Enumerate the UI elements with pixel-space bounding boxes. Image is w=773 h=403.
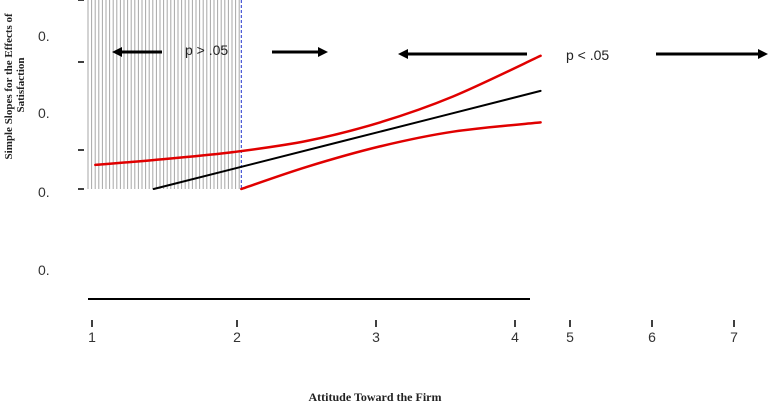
x-tick-label: 4 [511, 329, 519, 345]
y-axis-label-line-1: Simple Slopes for the Effects of [3, 13, 15, 159]
annotation-significant: p < .05 [566, 47, 609, 63]
x-tick-label: 5 [566, 329, 574, 345]
nonsig-arrows [112, 47, 328, 57]
arrowhead-left-nonsig [112, 47, 122, 57]
series-group [94, 54, 542, 191]
sig-arrows [398, 49, 768, 59]
series-line-upper-band [94, 54, 542, 167]
series-line-slope [152, 89, 542, 190]
y-tick-label: 0. [38, 28, 50, 44]
x-tick-label: 6 [648, 329, 656, 345]
series-line-lower-band [240, 121, 542, 191]
annotation-nonsignificant: p > .05 [185, 42, 228, 58]
y-tick-marks: 0. 0. 0. 0. [38, 0, 84, 278]
arrowhead-right-sig [758, 49, 768, 59]
arrowhead-right-nonsig [318, 47, 328, 57]
y-axis-label-line-2: Satisfaction [15, 58, 27, 113]
y-tick-label: 0. [38, 105, 50, 121]
y-axis-label: Simple Slopes for the Effects of Satisfa… [3, 11, 27, 160]
x-tick-label: 2 [233, 329, 241, 345]
y-tick-label: 0. [38, 184, 50, 200]
arrowhead-left-sig [398, 49, 408, 59]
x-ticks: 1 2 3 4 5 6 7 [88, 320, 738, 345]
x-tick-label: 3 [372, 329, 380, 345]
nonsignificance-region [87, 0, 240, 189]
x-tick-label: 7 [730, 329, 738, 345]
y-tick-label: 0. [38, 262, 50, 278]
x-tick-label: 1 [88, 329, 96, 345]
x-axis-label: Attitude Toward the Firm [309, 390, 442, 403]
